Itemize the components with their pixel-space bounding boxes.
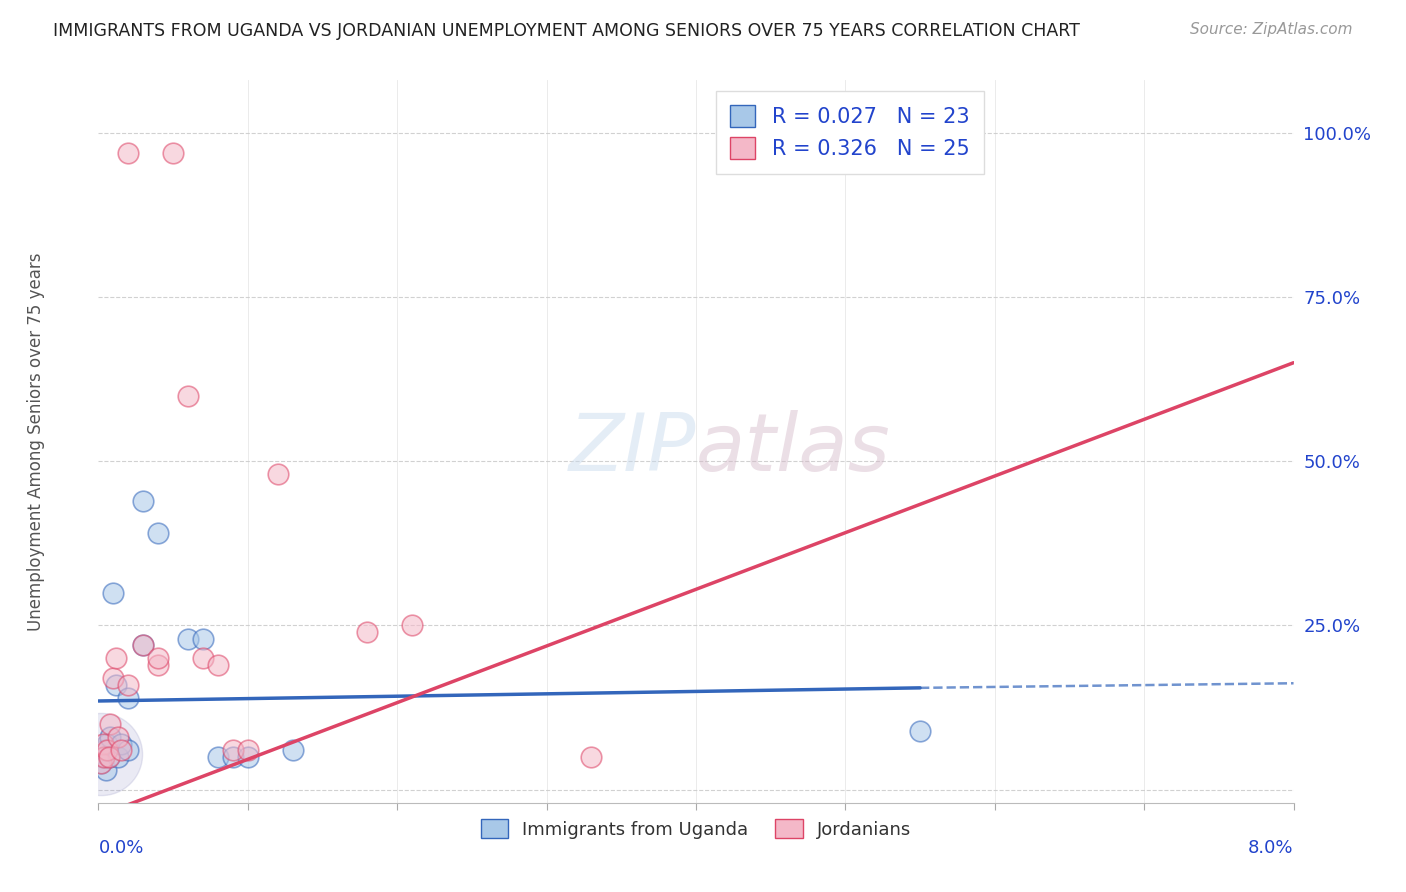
Point [94,763,117,777]
Point [267,467,290,482]
Point [177,388,200,402]
Point [148,526,170,541]
Point [93,743,115,757]
Text: 0.0%: 0.0% [98,838,143,857]
Text: Unemployment Among Seniors over 75 years: Unemployment Among Seniors over 75 years [27,252,45,631]
Point [222,743,245,757]
Point [236,743,259,757]
Point [117,677,139,691]
Point [103,585,125,599]
Point [91,749,114,764]
Point [107,749,129,764]
Point [91,737,114,751]
Point [281,743,304,757]
Point [97,749,120,764]
Point [908,723,931,738]
Point [90,747,112,761]
Point [132,638,155,652]
Text: ZIP: ZIP [568,409,696,488]
Point [162,145,184,160]
Point [581,749,603,764]
Point [103,671,125,685]
Point [90,756,112,771]
Point [222,749,245,764]
Point [96,737,118,751]
Point [177,632,200,646]
Point [107,730,129,744]
Point [132,493,155,508]
Point [207,657,229,672]
Legend: Immigrants from Uganda, Jordanians: Immigrants from Uganda, Jordanians [474,812,918,846]
Point [401,618,423,632]
Text: atlas: atlas [696,409,891,488]
Point [117,690,139,705]
Point [356,625,378,640]
Text: IMMIGRANTS FROM UGANDA VS JORDANIAN UNEMPLOYMENT AMONG SENIORS OVER 75 YEARS COR: IMMIGRANTS FROM UGANDA VS JORDANIAN UNEM… [53,22,1080,40]
Point [110,737,132,751]
Point [90,756,112,771]
Text: Source: ZipAtlas.com: Source: ZipAtlas.com [1189,22,1353,37]
Point [207,749,229,764]
Point [98,717,122,731]
Point [93,749,115,764]
Point [191,651,214,665]
Text: 8.0%: 8.0% [1249,838,1294,857]
Point [98,730,122,744]
Point [97,749,120,764]
Point [132,638,155,652]
Point [105,677,128,691]
Point [117,145,139,160]
Point [110,743,132,757]
Point [148,651,170,665]
Point [148,657,170,672]
Point [191,632,214,646]
Point [105,651,128,665]
Point [236,749,259,764]
Point [96,743,118,757]
Point [117,743,139,757]
